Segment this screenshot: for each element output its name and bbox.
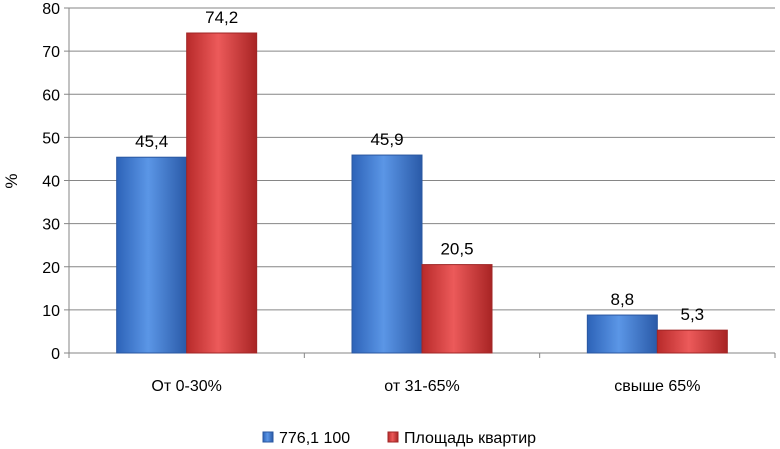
y-tick-label: 40 <box>42 174 60 191</box>
y-tick-label: 80 <box>42 1 60 18</box>
y-axis-title: % <box>2 173 21 188</box>
data-label: 74,2 <box>205 8 238 27</box>
bar-series-2-1 <box>186 32 258 354</box>
data-label: 45,9 <box>370 130 403 149</box>
y-tick-label: 0 <box>51 346 60 363</box>
y-tick-label: 60 <box>42 87 60 104</box>
bar-series-2-3 <box>656 329 728 354</box>
bar-series-1-2 <box>351 154 423 354</box>
legend: 776,1 100 Площадь квартир <box>262 430 536 447</box>
data-label: 5,3 <box>681 305 705 324</box>
x-tick-label: От 0-30% <box>151 378 221 395</box>
y-tick-label: 30 <box>42 217 60 234</box>
y-tick-label: 20 <box>42 260 60 277</box>
y-tick-label: 70 <box>42 44 60 61</box>
axes: 0 10 20 30 40 50 60 70 80 От 0-30% от 31-65% свыше … <box>42 1 776 395</box>
legend-label-2: Площадь квартир <box>404 430 536 447</box>
y-tick-label: 50 <box>42 130 60 147</box>
bar-series-2-2 <box>421 264 493 354</box>
bars <box>116 32 728 354</box>
data-label: 20,5 <box>440 240 473 259</box>
legend-swatch-1 <box>262 431 274 443</box>
data-labels: 45,4 74,2 45,9 20,5 8,8 5,3 <box>135 8 704 324</box>
legend-swatch-2 <box>387 431 399 443</box>
bar-series-1-1 <box>116 156 188 354</box>
legend-label-1: 776,1 100 <box>279 430 350 447</box>
y-tick-label: 10 <box>42 303 60 320</box>
x-tick-label: от 31-65% <box>384 378 459 395</box>
data-label: 8,8 <box>611 290 635 309</box>
bar-series-1-3 <box>586 314 658 354</box>
data-label: 45,4 <box>135 132 168 151</box>
x-tick-label: свыше 65% <box>614 378 700 395</box>
